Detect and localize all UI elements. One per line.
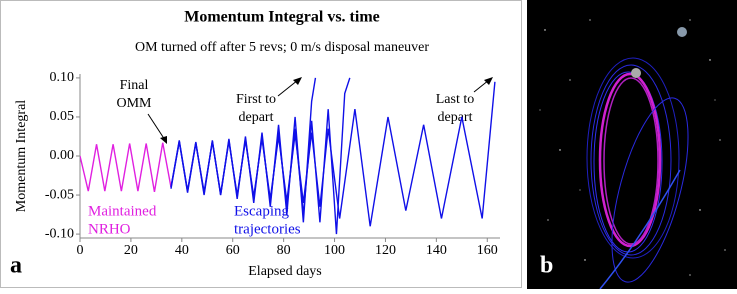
panel-label: a — [10, 253, 22, 279]
x-tick-label: 80 — [277, 243, 291, 258]
x-tick-label: 40 — [175, 243, 189, 258]
y-tick-label: 0.00 — [50, 148, 75, 163]
annotation: Escaping — [234, 203, 289, 219]
annotation: Final — [120, 78, 149, 93]
y-tick-label: -0.10 — [45, 226, 74, 241]
x-tick-label: 0 — [77, 243, 84, 258]
annotation: NRHO — [88, 221, 131, 237]
panel-label: b — [540, 253, 553, 279]
y-axis-label: Momentum Integral — [14, 100, 29, 212]
y-tick-label: 0.05 — [50, 109, 75, 124]
panel-b: b — [527, 0, 737, 289]
page: Momentum Integral vs. time OM turned off… — [0, 0, 737, 289]
annotation: trajectories — [234, 221, 301, 237]
y-tick-label: -0.05 — [45, 187, 74, 202]
x-tick-label: 160 — [477, 243, 498, 258]
chart-title: Momentum Integral vs. time — [184, 9, 380, 26]
annotation: depart — [438, 110, 473, 125]
chart-subtitle: OM turned off after 5 revs; 0 m/s dispos… — [135, 40, 429, 55]
x-tick-label: 60 — [226, 243, 240, 258]
x-tick-label: 140 — [426, 243, 447, 258]
moon — [631, 68, 641, 78]
x-axis-label: Elapsed days — [248, 264, 321, 279]
annotation: First to — [236, 92, 276, 107]
annotation: depart — [239, 110, 274, 125]
annotation: Last to — [436, 92, 475, 107]
x-tick-label: 120 — [375, 243, 396, 258]
x-tick-label: 100 — [324, 243, 345, 258]
annotation: OMM — [116, 96, 152, 111]
y-tick-label: 0.10 — [50, 70, 75, 85]
annotation: Maintained — [88, 203, 157, 219]
earth — [677, 27, 687, 37]
figure: Momentum Integral vs. time OM turned off… — [0, 0, 737, 289]
x-tick-label: 20 — [124, 243, 138, 258]
